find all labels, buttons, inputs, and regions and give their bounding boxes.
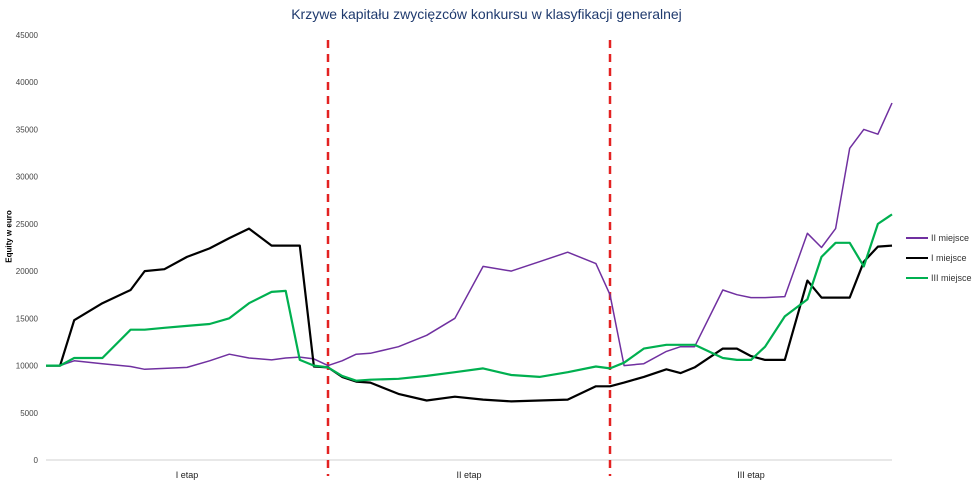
y-tick-label: 15000: [16, 314, 39, 323]
series-line-iii-miejsce: [46, 213, 893, 382]
y-tick-label: 45000: [16, 31, 39, 40]
y-tick-label: 0: [34, 456, 39, 465]
y-tick-label: 35000: [16, 125, 39, 134]
legend-label-ii-miejsce: II miejsce: [931, 233, 970, 243]
series-lines: [46, 102, 893, 403]
y-tick-label: 20000: [16, 267, 39, 276]
legend-swatch-i-miejsce: [906, 257, 928, 259]
legend-item-iii-miejsce: III miejsce: [906, 268, 972, 288]
y-tick-label: 25000: [16, 220, 39, 229]
series-line-i-miejsce: [46, 227, 893, 403]
legend-label-iii-miejsce: III miejsce: [931, 273, 972, 283]
legend-item-i-miejsce: I miejsce: [906, 248, 972, 268]
stage-dividers: [326, 40, 612, 476]
legend-swatch-ii-miejsce: [906, 237, 928, 239]
chart-title: Krzywe kapitału zwycięzców konkursu w kl…: [291, 6, 682, 22]
x-category-label: III etap: [737, 470, 765, 480]
series-line-ii-miejsce: [46, 102, 893, 371]
legend: II miejsce I miejsce III miejsce: [906, 228, 972, 288]
y-tick-label: 5000: [20, 409, 38, 418]
legend-item-ii-miejsce: II miejsce: [906, 228, 972, 248]
x-category-label: I etap: [176, 470, 199, 480]
y-tick-label: 30000: [16, 173, 39, 182]
y-tick-label: 10000: [16, 362, 39, 371]
legend-label-i-miejsce: I miejsce: [931, 253, 967, 263]
y-tick-label: 40000: [16, 78, 39, 87]
x-axis: I etap II etap III etap: [46, 459, 892, 480]
legend-swatch-iii-miejsce: [906, 277, 928, 279]
y-axis: 0 5000 10000 15000 20000 25000 30000 35000 40000…: [16, 31, 39, 465]
x-category-label: II etap: [456, 470, 481, 480]
